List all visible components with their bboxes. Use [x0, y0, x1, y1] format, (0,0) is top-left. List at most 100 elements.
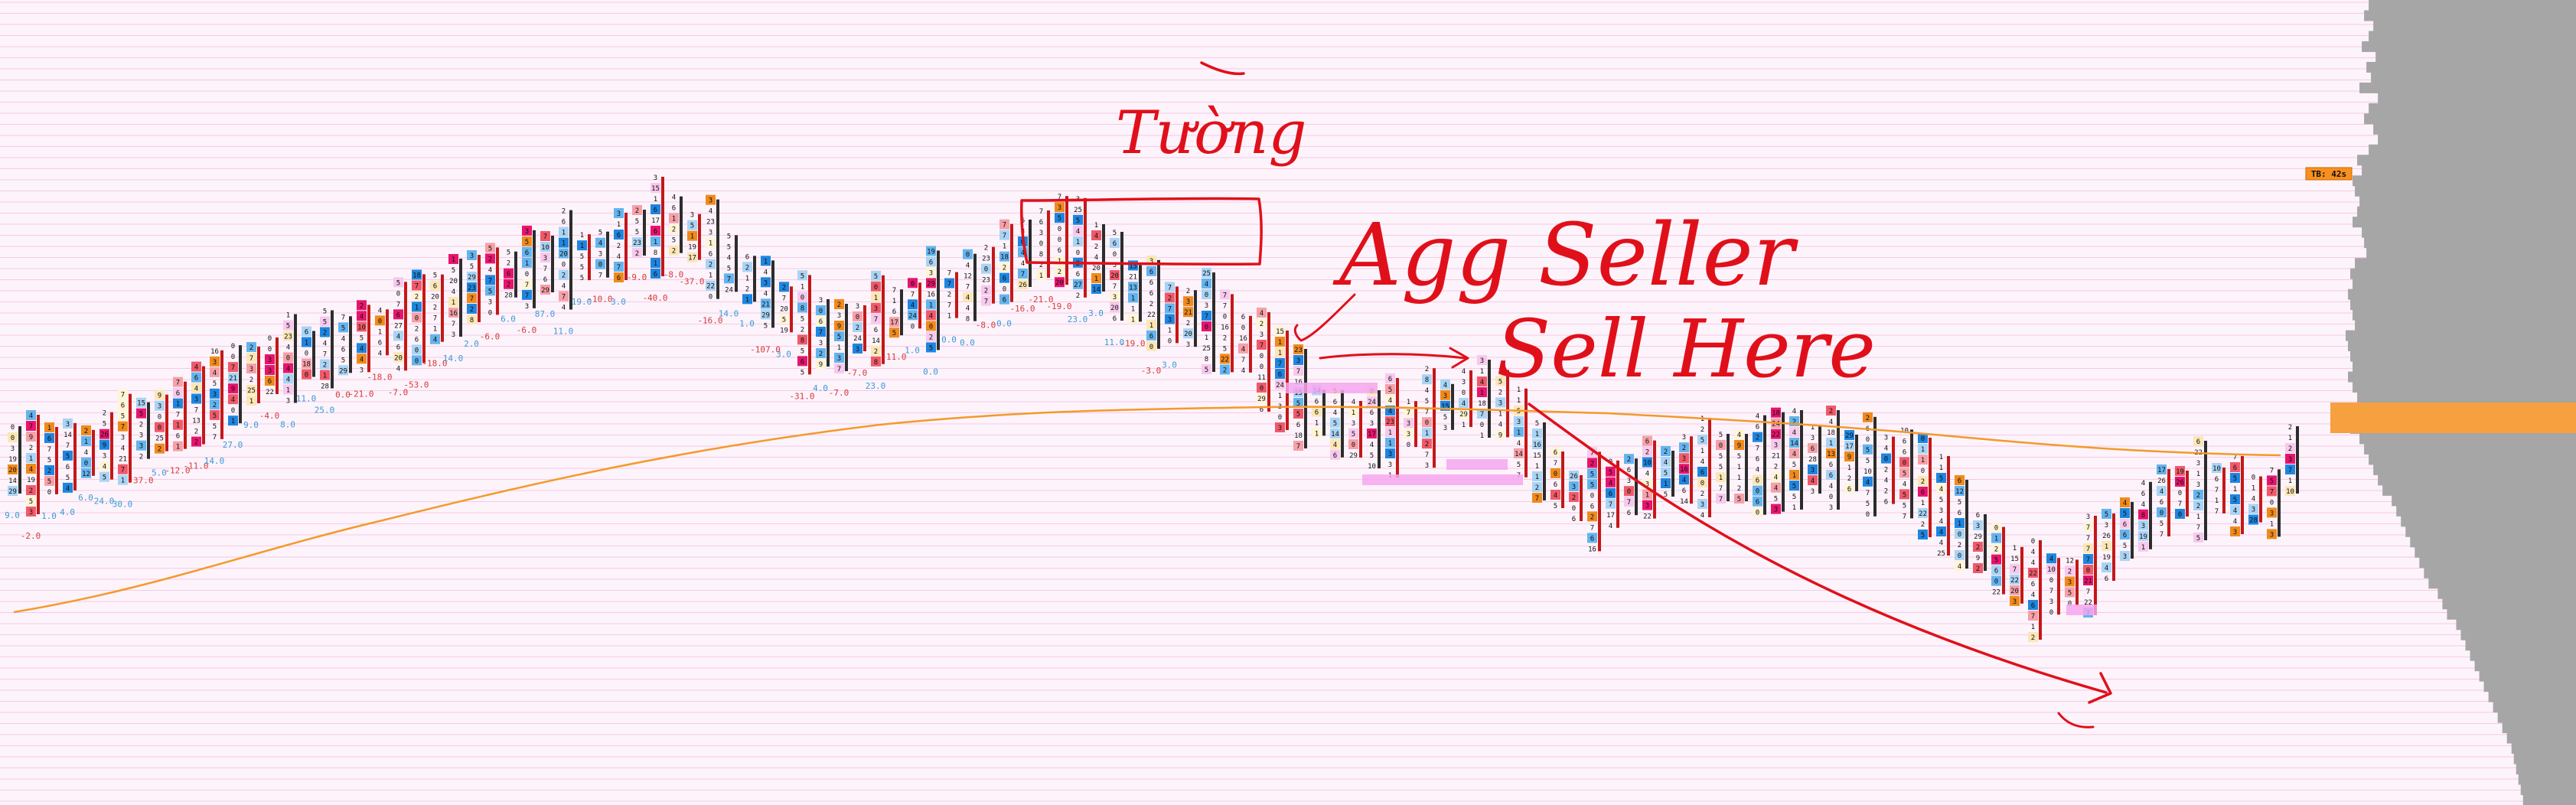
footprint-cell: [651, 204, 660, 214]
profile-bar: [2359, 82, 2576, 93]
footprint-cell: [595, 259, 605, 269]
footprint-cell-value: 0: [158, 414, 161, 422]
footprint-cell-value: 28: [504, 292, 513, 300]
footprint-cell-value: 3: [690, 212, 694, 220]
delta-label: 1.0: [739, 318, 755, 328]
footprint-cell: [1918, 455, 1928, 464]
footprint-cell: [1550, 468, 1560, 478]
footprint-cell-value: 5: [1664, 470, 1668, 477]
delta-label: -10.0: [587, 295, 612, 305]
footprint-cell-value: 2: [617, 243, 621, 250]
profile-bar: [2355, 320, 2576, 331]
footprint-cell-value: 4: [1094, 233, 1098, 240]
footprint-cell: [1955, 486, 1965, 496]
footprint-cell-value: 1: [1094, 222, 1098, 230]
footprint-cell-value: 1: [745, 275, 749, 282]
profile-bar: [2437, 588, 2576, 599]
footprint-cell-value: 3: [249, 366, 253, 373]
footprint-cell-value: 7: [543, 266, 547, 273]
footprint-cell-value: 3: [1113, 294, 1117, 301]
footprint-cell-value: 4: [672, 194, 676, 202]
footprint-cell-value: 1: [29, 455, 33, 463]
candle-body: [2131, 502, 2134, 559]
footprint-cell-value: 4: [194, 386, 198, 393]
footprint-cell-value: 6: [525, 249, 529, 257]
footprint-cell-value: 3: [121, 435, 125, 442]
footprint-cell-value: 5: [47, 478, 51, 486]
footprint-cell-value: 6: [801, 358, 804, 366]
footprint-cell: [1918, 487, 1928, 497]
footprint-cell-value: 1: [837, 344, 841, 352]
footprint-cell-value: 2: [1003, 265, 1006, 272]
footprint-cell-value: 0: [1700, 480, 1704, 487]
footprint-cell: [26, 464, 36, 474]
footprint-cell-value: 7: [2215, 487, 2219, 494]
profile-bar: [2348, 341, 2576, 352]
candle-body: [827, 299, 830, 367]
footprint-cell-value: 2: [1756, 435, 1759, 442]
footprint-cell-value: 8: [801, 305, 804, 312]
footprint-cell-value: 2: [856, 324, 859, 332]
profile-bar: [2520, 784, 2576, 796]
footprint-cell-value: 7: [562, 294, 566, 301]
profile-bar: [2346, 330, 2576, 341]
footprint-cell-value: 24: [725, 286, 733, 294]
footprint-cell: [1495, 376, 1505, 386]
footprint-cell-value: 4: [378, 350, 382, 357]
footprint-cell: [797, 302, 807, 313]
footprint-cell: [1679, 474, 1689, 485]
footprint-cell-value: 1: [305, 340, 308, 347]
profile-bar: [2353, 175, 2576, 187]
footprint-cell-value: 2: [1149, 301, 1153, 308]
footprint-cell-value: 1: [617, 221, 621, 229]
footprint-cell-value: 7: [947, 270, 951, 278]
delta-labels: 9.0-2.01.0 4.06.0 24.030.0-37.05.0-12.0-11…: [5, 270, 1177, 541]
footprint-cell-value: 3: [1774, 442, 1778, 450]
footprint-cell: [136, 408, 146, 419]
footprint-cell-value: 3: [1572, 484, 1576, 491]
footprint-cell: [2083, 522, 2093, 532]
footprint-cell: [2267, 507, 2277, 518]
candle-body: [294, 314, 297, 403]
footprint-cell-value: 6: [1847, 486, 1851, 494]
footprint-cell-value: 2: [1094, 243, 1098, 251]
footprint-cell-value: 15: [1276, 328, 1284, 336]
footprint-cell-value: 6: [745, 253, 749, 261]
footprint-cell-value: 0: [305, 350, 308, 358]
footprint-cell-value: 3: [452, 331, 455, 339]
footprint-cell: [2248, 504, 2258, 514]
footprint-cell-value: 6: [1590, 535, 1594, 543]
footprint-cell-value: 8: [1039, 251, 1043, 259]
footprint-cell-value: 21: [1184, 309, 1192, 317]
footprint-cell: [1293, 441, 1303, 451]
footprint-cell-value: 1: [1094, 275, 1098, 283]
footprint-cell-value: 3: [1498, 367, 1502, 375]
candle-body: [367, 305, 370, 373]
footprint-cell-value: 26: [2102, 533, 2111, 540]
footprint-cell-value: 6: [1370, 409, 1374, 417]
footprint-cell-value: 5: [1866, 500, 1870, 508]
footprint-cell-value: 1: [286, 387, 290, 395]
footprint-cell: [283, 331, 293, 341]
footprint-cell: [412, 280, 422, 291]
footprint-cell-value: 20: [431, 294, 439, 301]
footprint-cell-value: 5: [1719, 453, 1723, 461]
footprint-cell-value: 4: [617, 253, 621, 261]
footprint-cell-value: 4: [966, 262, 970, 270]
footprint-cell: [522, 246, 532, 257]
footprint-cell-value: 4: [1388, 397, 1392, 405]
delta-label: 6.0: [78, 493, 93, 503]
footprint-cell: [797, 334, 807, 345]
footprint-cell: [191, 436, 201, 447]
footprint-cell-value: 3: [1811, 435, 1815, 442]
footprint-cell-value: 1: [654, 239, 657, 246]
footprint-cell-value: 2: [103, 410, 106, 418]
delta-label: -7.0: [847, 368, 868, 378]
